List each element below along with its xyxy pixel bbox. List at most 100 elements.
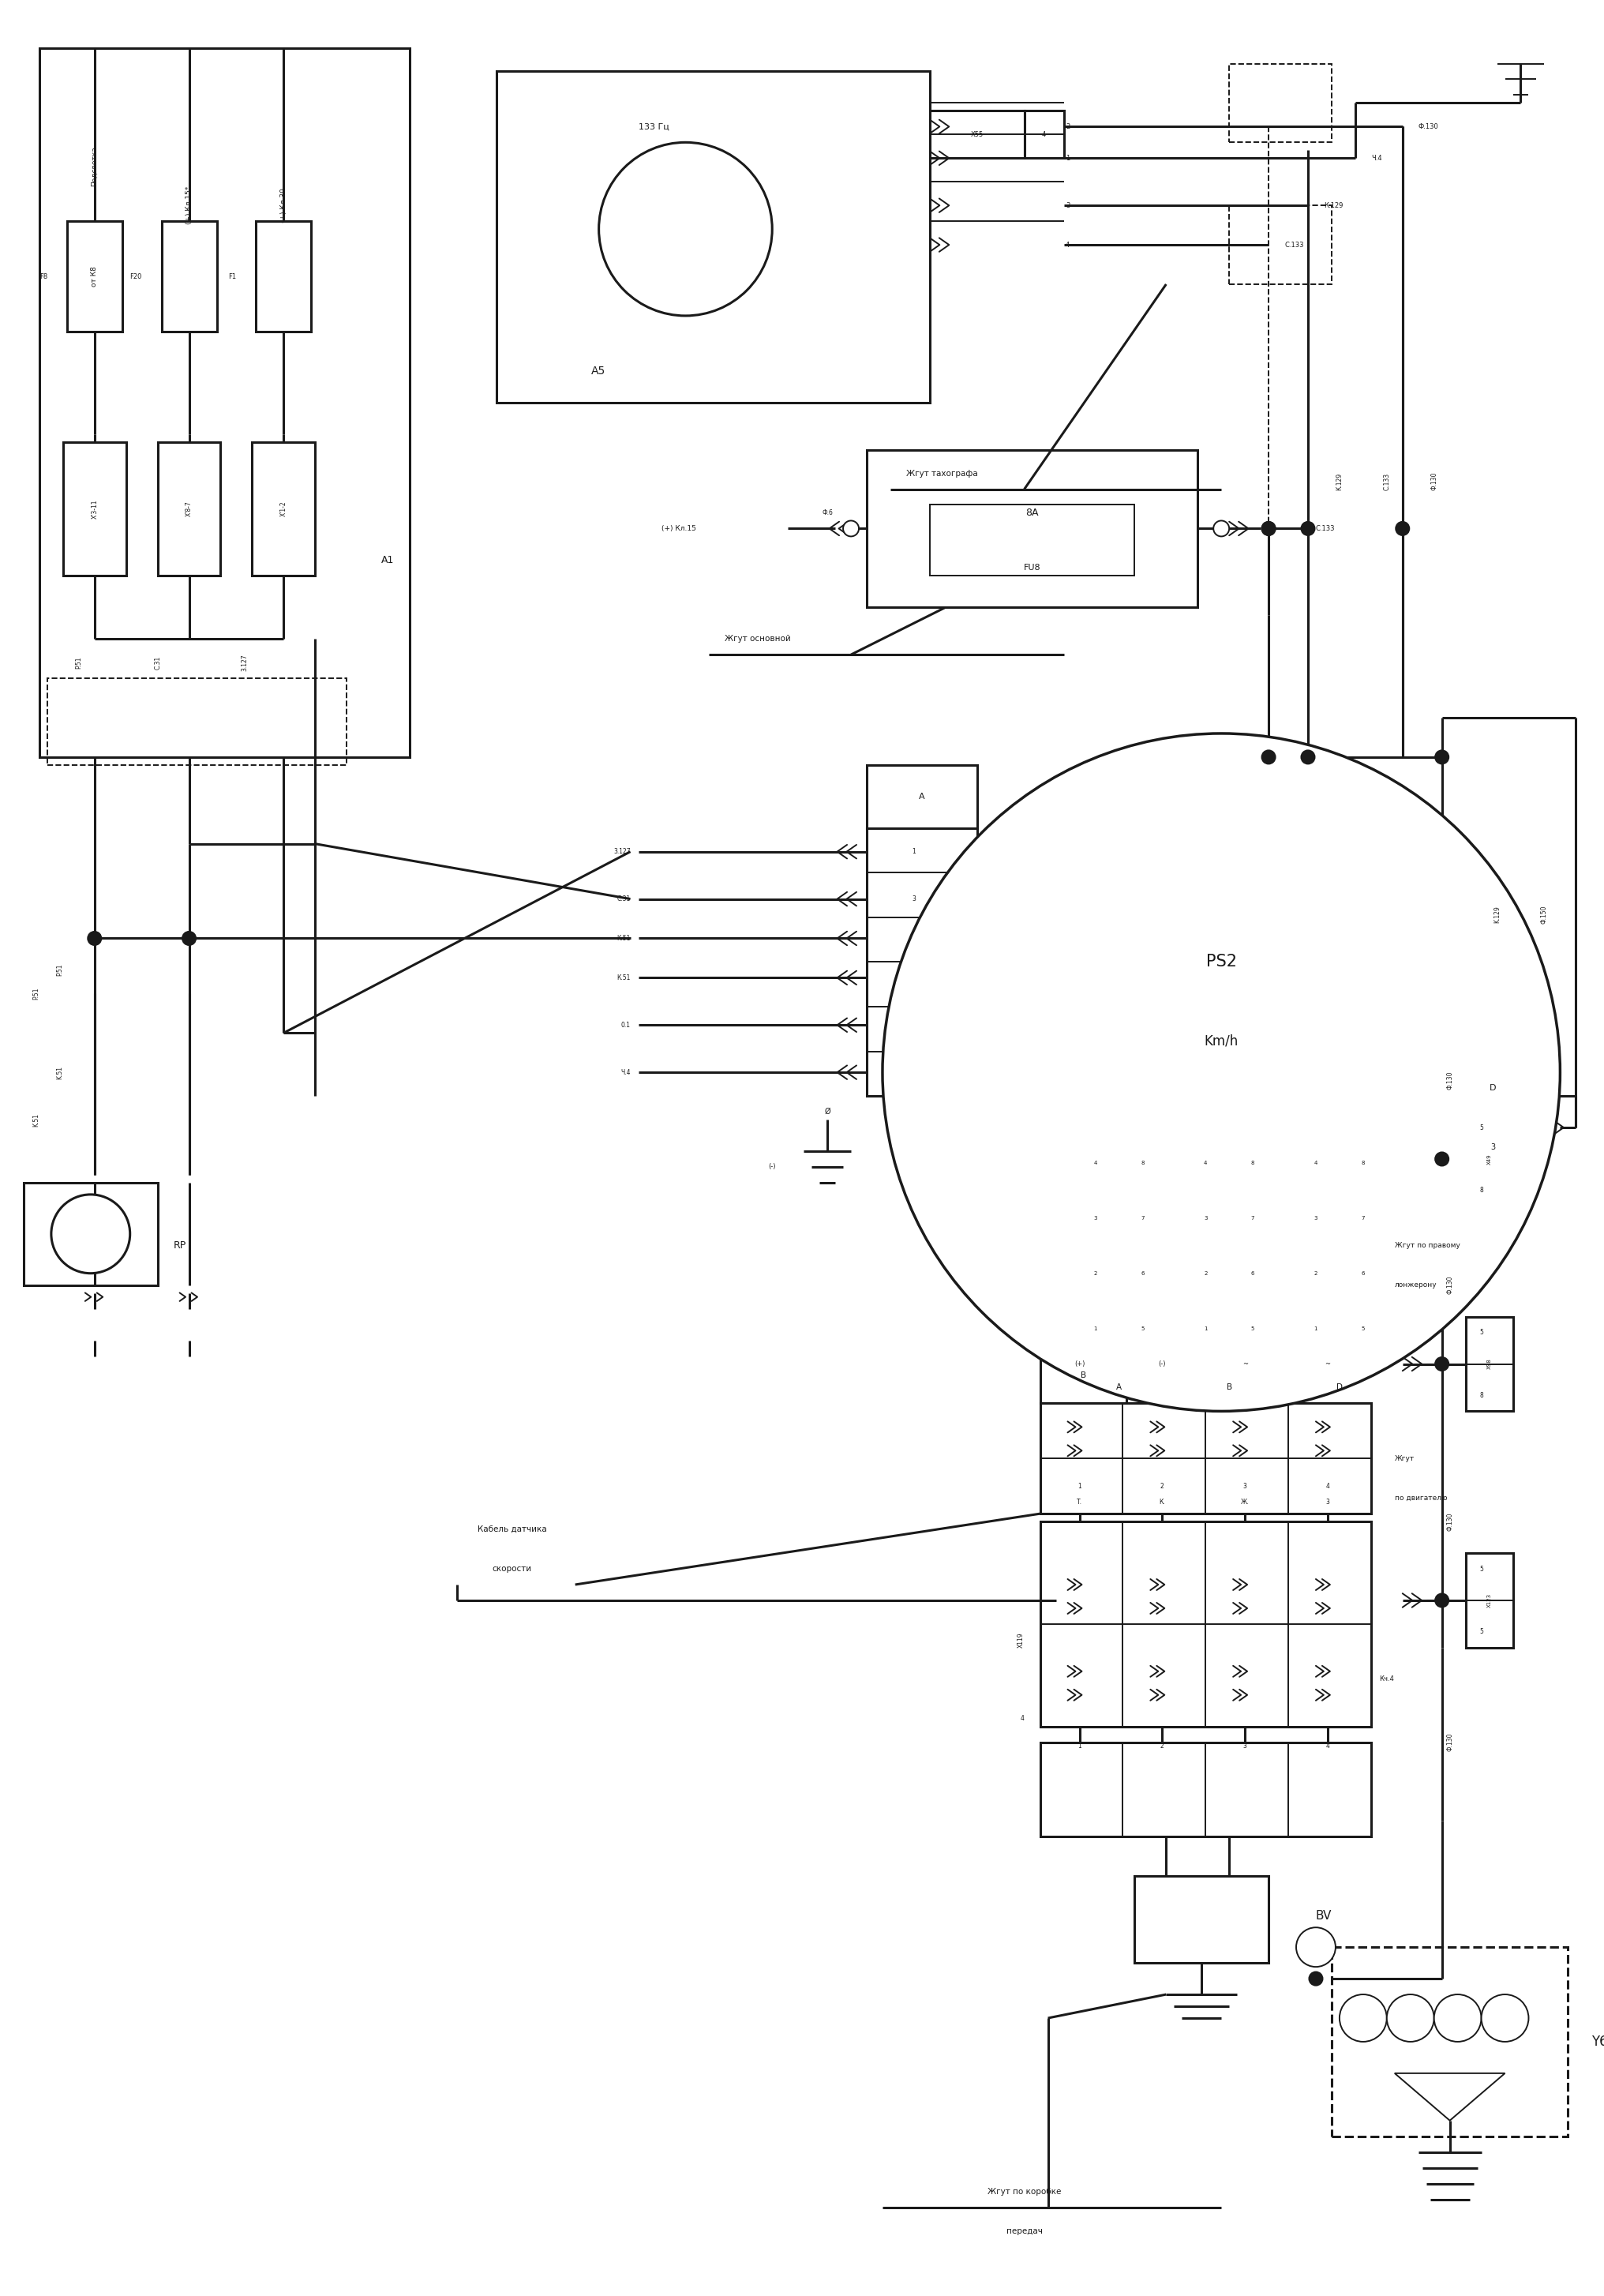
Text: D: D: [1336, 1384, 1343, 1391]
Text: Жгут по коробке: Жгут по коробке: [988, 2188, 1062, 2195]
Text: Подсветка: Подсветка: [91, 147, 98, 186]
Text: 8: 8: [1479, 1187, 1484, 1194]
Text: PS2: PS2: [1206, 955, 1237, 969]
Text: Жгут: Жгут: [1394, 1456, 1415, 1463]
Text: (-): (-): [1158, 1362, 1166, 1368]
Text: 8А: 8А: [1025, 507, 1039, 519]
Circle shape: [1047, 1017, 1063, 1033]
Text: 8: 8: [1140, 1159, 1144, 1166]
Text: 5: 5: [913, 974, 916, 980]
Bar: [252, 441, 314, 576]
Text: К.51: К.51: [616, 934, 630, 941]
Text: 6: 6: [1140, 1272, 1144, 1277]
Text: 2: 2: [1205, 1272, 1208, 1277]
Bar: [1039, 1348, 1126, 1403]
Text: 3: 3: [1065, 202, 1070, 209]
Circle shape: [1436, 1153, 1448, 1166]
Text: 2: 2: [1065, 124, 1070, 131]
Text: скорости: скорости: [492, 1566, 533, 1573]
Text: 6: 6: [1362, 1272, 1365, 1277]
Bar: [1331, 1947, 1569, 2135]
Text: 3: 3: [913, 895, 916, 902]
Bar: [47, 677, 346, 765]
Text: 3.127: 3.127: [241, 654, 247, 670]
Circle shape: [844, 521, 858, 537]
Text: Ч.4: Ч.4: [621, 1070, 630, 1077]
Text: D: D: [1490, 1084, 1497, 1093]
Text: 5: 5: [1140, 1327, 1144, 1332]
Text: 3.127: 3.127: [613, 847, 630, 854]
Circle shape: [1262, 751, 1275, 762]
Bar: [1025, 110, 1063, 158]
Text: K.129: K.129: [1493, 907, 1501, 923]
Text: 1: 1: [1094, 1327, 1097, 1332]
Circle shape: [1047, 930, 1063, 946]
Text: С.31: С.31: [616, 895, 630, 902]
Text: 133 Гц: 133 Гц: [638, 122, 669, 131]
Text: 4: 4: [1020, 1715, 1025, 1722]
Circle shape: [1047, 845, 1063, 859]
Text: Ф.130: Ф.130: [1447, 1733, 1453, 1752]
Text: 1: 1: [1203, 1327, 1208, 1332]
Text: 1: 1: [1078, 1743, 1081, 1750]
Circle shape: [1262, 521, 1275, 535]
Text: 3: 3: [1243, 1743, 1246, 1750]
Circle shape: [1436, 1357, 1448, 1371]
Text: 2: 2: [913, 934, 916, 941]
Circle shape: [1047, 1065, 1063, 1079]
Circle shape: [1309, 1972, 1322, 1986]
Text: A: A: [1116, 1384, 1121, 1391]
Text: F1: F1: [228, 273, 236, 280]
Bar: [24, 1182, 157, 1286]
Bar: [1466, 1111, 1513, 1205]
Text: от К8: от К8: [91, 266, 98, 287]
Bar: [1442, 1056, 1545, 1127]
Circle shape: [1436, 1593, 1448, 1607]
Text: 0.1: 0.1: [621, 1022, 630, 1029]
Text: 4: 4: [1205, 1159, 1208, 1166]
Text: 6: 6: [1251, 1272, 1254, 1277]
Text: К.129: К.129: [1323, 202, 1343, 209]
Circle shape: [1395, 521, 1408, 535]
Text: (+) Кл.30: (+) Кл.30: [281, 188, 287, 223]
Text: по двигателю: по двигателю: [1394, 1495, 1447, 1502]
Text: 8: 8: [1362, 1159, 1365, 1166]
Circle shape: [1296, 1926, 1336, 1968]
Text: BV: BV: [1315, 1910, 1331, 1922]
Bar: [40, 48, 409, 758]
Bar: [1229, 204, 1331, 285]
Text: ~: ~: [1241, 1362, 1248, 1368]
Text: С.133: С.133: [1383, 473, 1391, 489]
Text: Кабель датчика: Кабель датчика: [478, 1525, 547, 1534]
Text: Ф.6: Ф.6: [821, 510, 832, 517]
Circle shape: [1482, 1995, 1529, 2041]
Circle shape: [1302, 521, 1314, 535]
Text: Ф.130: Ф.130: [1431, 473, 1437, 491]
Bar: [1134, 1876, 1269, 1963]
Text: 5: 5: [1479, 1628, 1484, 1635]
Polygon shape: [598, 142, 685, 317]
Text: RP: RP: [173, 1240, 186, 1251]
Text: F20: F20: [130, 273, 141, 280]
Text: передач: передач: [1006, 2227, 1043, 2234]
Text: 8: 8: [1251, 1159, 1254, 1166]
Bar: [1229, 64, 1331, 142]
Text: 1: 1: [1078, 1483, 1081, 1490]
Text: 4: 4: [1065, 241, 1070, 248]
Circle shape: [183, 932, 196, 944]
Bar: [930, 505, 1134, 576]
Bar: [1466, 1552, 1513, 1649]
Text: Т.: Т.: [1076, 1499, 1083, 1506]
Text: 5: 5: [1251, 1327, 1254, 1332]
Text: F8: F8: [38, 273, 47, 280]
Text: 4: 4: [1327, 1483, 1330, 1490]
Text: Ф.130: Ф.130: [1418, 124, 1439, 131]
Bar: [1293, 1137, 1387, 1357]
Bar: [1039, 1403, 1371, 1513]
Circle shape: [1302, 751, 1314, 762]
Bar: [1071, 1137, 1166, 1357]
Text: Ø: Ø: [824, 1107, 831, 1116]
Text: B: B: [1081, 1371, 1086, 1380]
Text: Ж.: Ж.: [1241, 1499, 1250, 1506]
Text: 7: 7: [1251, 1217, 1254, 1221]
